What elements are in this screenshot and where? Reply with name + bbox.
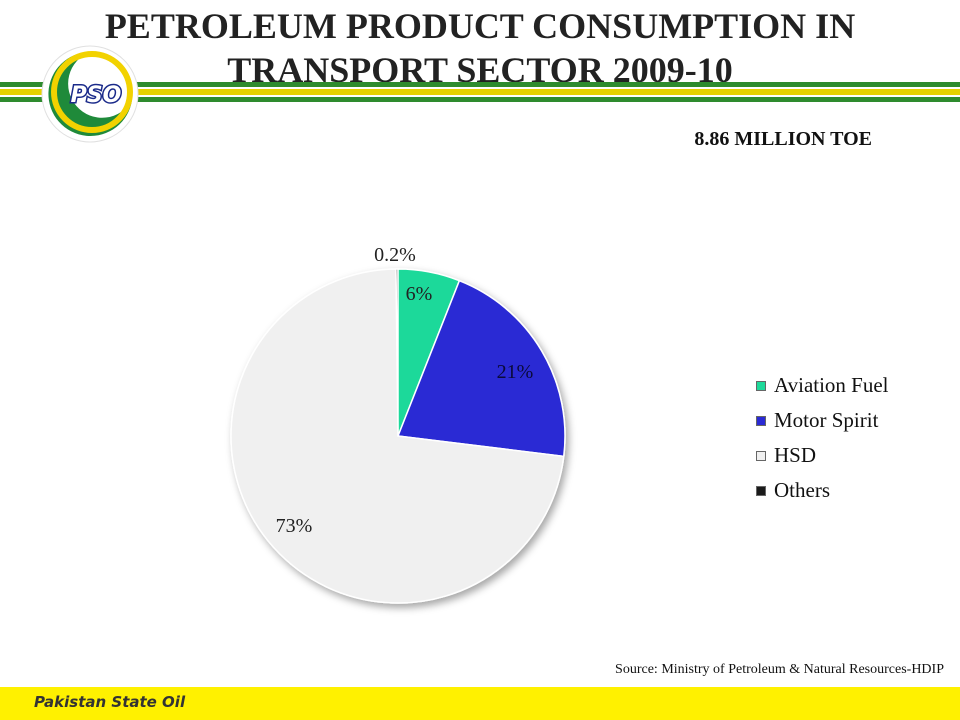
data-label-hsd: 73% <box>276 515 313 537</box>
page-title: PETROLEUM PRODUCT CONSUMPTION IN TRANSPO… <box>0 4 960 92</box>
footer-company-name: Pakistan State Oil <box>34 693 186 711</box>
legend-item-motor-spirit: Motor Spirit <box>756 403 889 438</box>
stripe-middle <box>0 89 960 95</box>
legend-item-others: Others <box>756 473 889 508</box>
legend-swatch-others <box>756 485 766 496</box>
legend-swatch-motor-spirit <box>756 415 766 426</box>
logo-text: PSO <box>71 83 122 108</box>
footer-bar: Pakistan State Oil <box>0 687 960 720</box>
title-line-1: PETROLEUM PRODUCT CONSUMPTION IN <box>104 6 856 46</box>
pie-slice-hsd <box>230 268 565 604</box>
header-stripes <box>0 82 960 104</box>
legend-item-aviation-fuel: Aviation Fuel <box>756 368 889 403</box>
chart-legend: Aviation Fuel Motor Spirit HSD Others <box>756 368 889 508</box>
pie-slice-motor-spirit <box>396 279 566 458</box>
data-label-others: 0.2% <box>374 244 416 266</box>
legend-label-others: Others <box>774 478 830 502</box>
data-label-aviation-fuel: 6% <box>406 283 433 305</box>
legend-label-aviation-fuel: Aviation Fuel <box>774 373 889 397</box>
stripe-top <box>0 82 960 87</box>
pso-logo: PSO <box>40 44 140 144</box>
legend-swatch-hsd <box>756 450 766 461</box>
legend-swatch-aviation-fuel <box>756 380 766 391</box>
source-note: Source: Ministry of Petroleum & Natural … <box>615 662 944 677</box>
chart-subtitle: 8.86 MILLION TOE <box>694 128 872 150</box>
data-label-motor-spirit: 21% <box>497 361 534 383</box>
stripe-bottom <box>0 97 960 102</box>
legend-label-motor-spirit: Motor Spirit <box>774 408 879 432</box>
legend-item-hsd: HSD <box>756 438 889 473</box>
legend-label-hsd: HSD <box>774 443 817 467</box>
